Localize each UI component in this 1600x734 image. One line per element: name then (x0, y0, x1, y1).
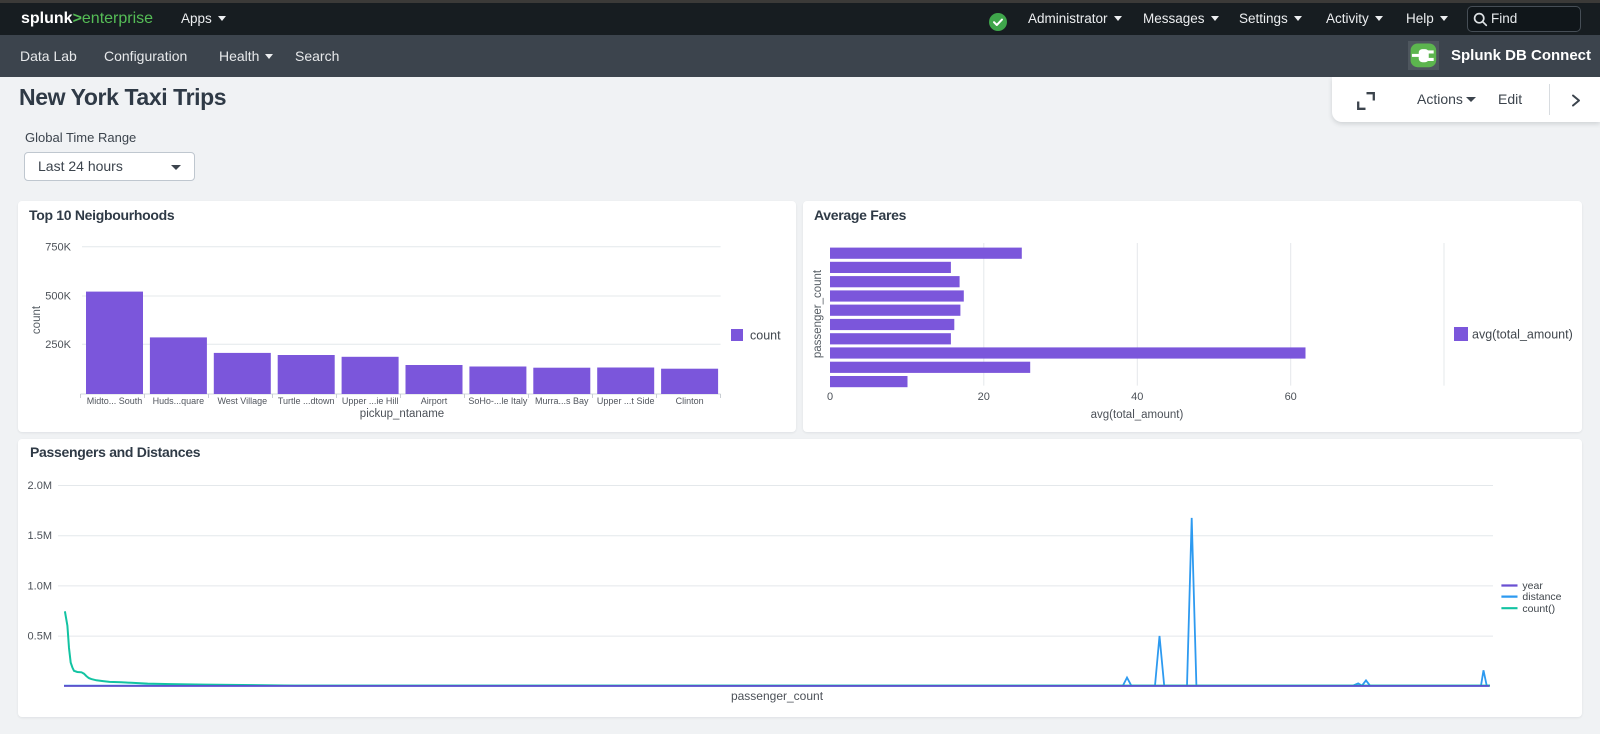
svg-text:750K: 750K (45, 241, 71, 253)
svg-text:year: year (1522, 580, 1543, 592)
svg-text:2.0M: 2.0M (28, 480, 52, 492)
svg-text:passenger_count: passenger_count (731, 689, 824, 703)
svg-text:SoHo-...le Italy: SoHo-...le Italy (468, 396, 528, 406)
svg-text:distance: distance (1522, 591, 1561, 603)
svg-text:0: 0 (827, 391, 833, 403)
svg-text:Upper ...ie Hill: Upper ...ie Hill (342, 396, 399, 406)
svg-text:avg(total_amount): avg(total_amount) (1091, 409, 1184, 421)
svg-text:1.0M: 1.0M (28, 580, 52, 592)
svg-text:Huds...quare: Huds...quare (153, 396, 205, 406)
svg-text:1.5M: 1.5M (28, 530, 52, 542)
svg-text:250K: 250K (45, 339, 71, 351)
svg-text:20: 20 (978, 391, 990, 403)
svg-text:pickup_ntaname: pickup_ntaname (360, 408, 444, 420)
svg-text:West Village: West Village (217, 396, 267, 406)
svg-text:Turtle ...dtown: Turtle ...dtown (278, 396, 335, 406)
svg-text:0.5M: 0.5M (28, 631, 52, 643)
svg-text:60: 60 (1285, 391, 1297, 403)
svg-text:count: count (750, 329, 781, 343)
svg-text:40: 40 (1131, 391, 1143, 403)
svg-text:passenger_count: passenger_count (812, 269, 824, 358)
svg-text:Airport: Airport (421, 396, 448, 406)
svg-text:count: count (31, 305, 43, 334)
svg-text:avg(total_amount): avg(total_amount) (1472, 328, 1573, 342)
svg-text:count(): count() (1522, 603, 1555, 615)
svg-text:Midto... South: Midto... South (87, 396, 143, 406)
svg-text:500K: 500K (45, 291, 71, 303)
svg-text:Clinton: Clinton (676, 396, 704, 406)
svg-text:Murra...s Bay: Murra...s Bay (535, 396, 589, 406)
svg-text:Upper ...t Side: Upper ...t Side (597, 396, 655, 406)
